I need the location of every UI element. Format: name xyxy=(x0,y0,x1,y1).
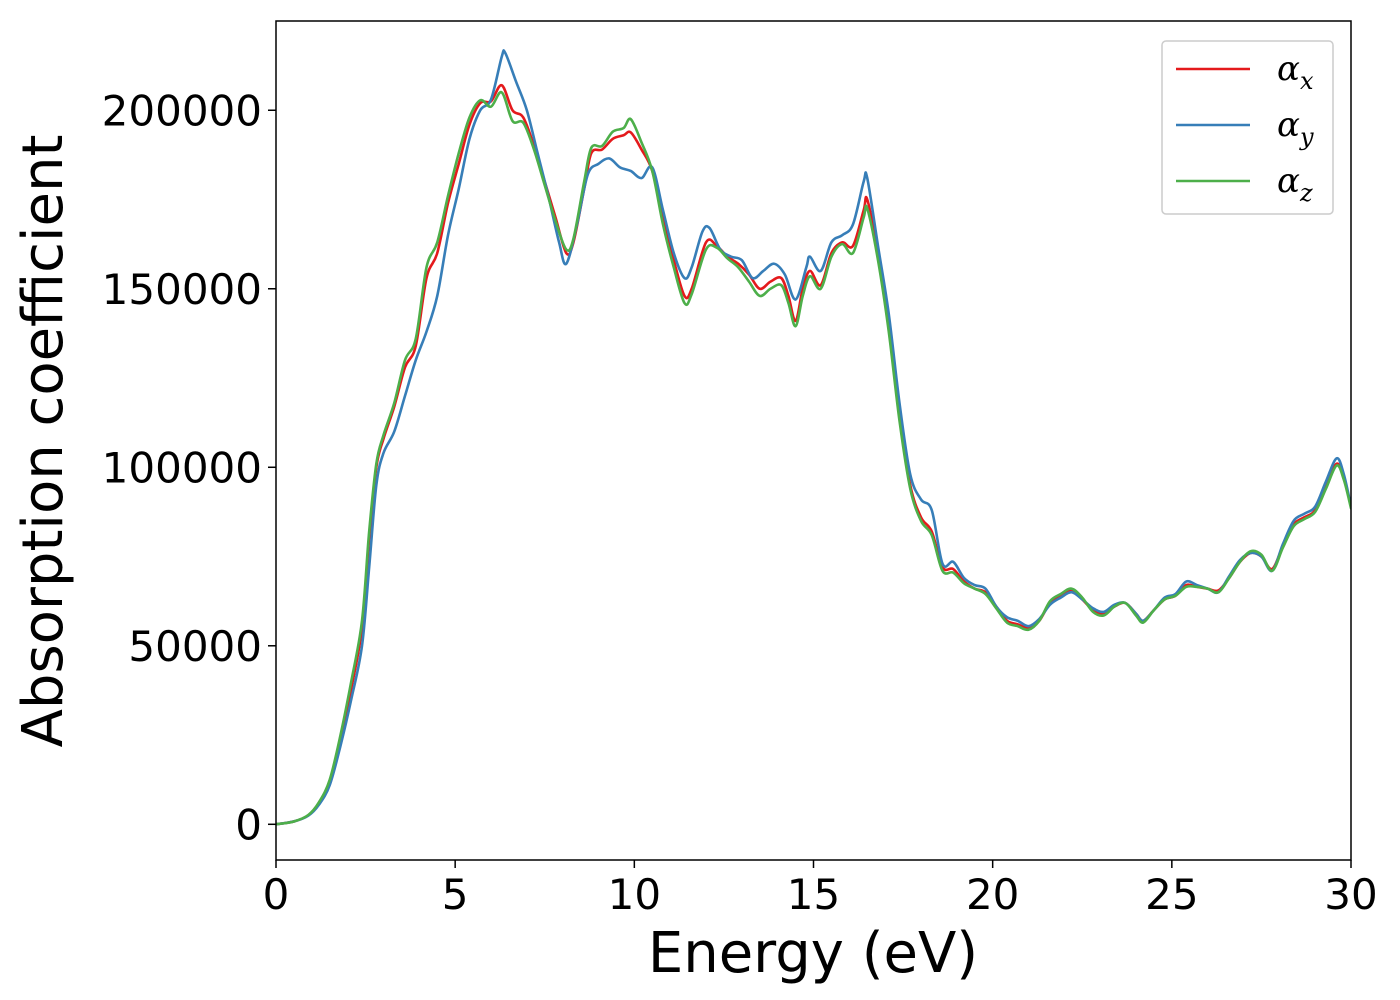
legend-label-y: αy xyxy=(1277,105,1314,151)
y-tick-label: 150000 xyxy=(102,265,262,314)
x-tick-label: 25 xyxy=(1145,870,1198,919)
x-tick-label: 15 xyxy=(787,870,840,919)
series-line-y xyxy=(276,49,1351,826)
x-tick-label: 30 xyxy=(1324,870,1377,919)
legend-label-z: αz xyxy=(1277,161,1313,207)
x-tick-label: 20 xyxy=(966,870,1019,919)
x-tick-label: 0 xyxy=(263,870,290,919)
x-tick-label: 10 xyxy=(608,870,661,919)
legend-label-x: αx xyxy=(1277,49,1314,95)
x-axis-label: Energy (eV) xyxy=(648,921,978,986)
y-axis-label: Absorption coefficient xyxy=(11,135,76,748)
y-tick-label: 0 xyxy=(235,800,262,849)
y-tick-label: 200000 xyxy=(102,86,262,135)
x-axis-ticks: 0 5 10 15 20 25 30 xyxy=(263,860,1378,919)
legend: αx αy αz xyxy=(1161,40,1334,215)
legend-box xyxy=(1161,40,1334,215)
x-tick-label: 5 xyxy=(442,870,469,919)
y-tick-label: 50000 xyxy=(128,622,262,671)
y-tick-label: 100000 xyxy=(102,443,262,492)
series-line-z xyxy=(276,90,1351,826)
series-layer xyxy=(276,49,1351,826)
y-axis-ticks: 0 50000 100000 150000 200000 xyxy=(102,86,276,849)
